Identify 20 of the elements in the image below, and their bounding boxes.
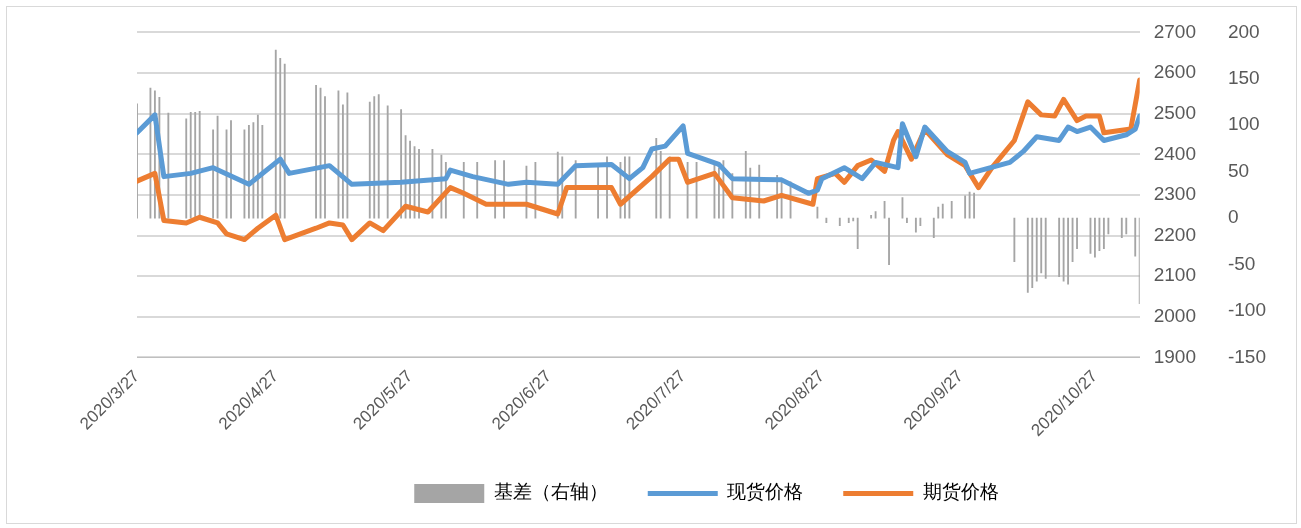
legend-label: 期货价格 <box>922 480 999 503</box>
y-tick-label: 1900 <box>1153 345 1196 367</box>
legend-label: 基差（右轴） <box>493 480 608 503</box>
y2-tick-label: 0 <box>1227 206 1239 228</box>
y2-tick-label: 100 <box>1227 113 1260 135</box>
y-tick-label: 2100 <box>1153 264 1196 286</box>
y-tick-label: 2200 <box>1153 223 1196 245</box>
y2-tick-label: 200 <box>1227 20 1260 42</box>
y-tick-label: 2000 <box>1153 305 1196 327</box>
y2-tick-label: 50 <box>1227 159 1250 181</box>
y2-tick-label: 150 <box>1227 67 1260 89</box>
y-tick-label: 2700 <box>1153 20 1196 42</box>
y2-tick-label: -150 <box>1227 345 1266 367</box>
y2-tick-label: -50 <box>1227 252 1256 274</box>
legend-label: 现货价格 <box>727 480 804 503</box>
y-tick-label: 2500 <box>1153 101 1196 123</box>
y-tick-label: 2400 <box>1153 142 1196 164</box>
y-tick-label: 2600 <box>1153 61 1196 83</box>
y2-tick-label: -100 <box>1227 299 1266 321</box>
y-tick-label: 2300 <box>1153 183 1196 205</box>
